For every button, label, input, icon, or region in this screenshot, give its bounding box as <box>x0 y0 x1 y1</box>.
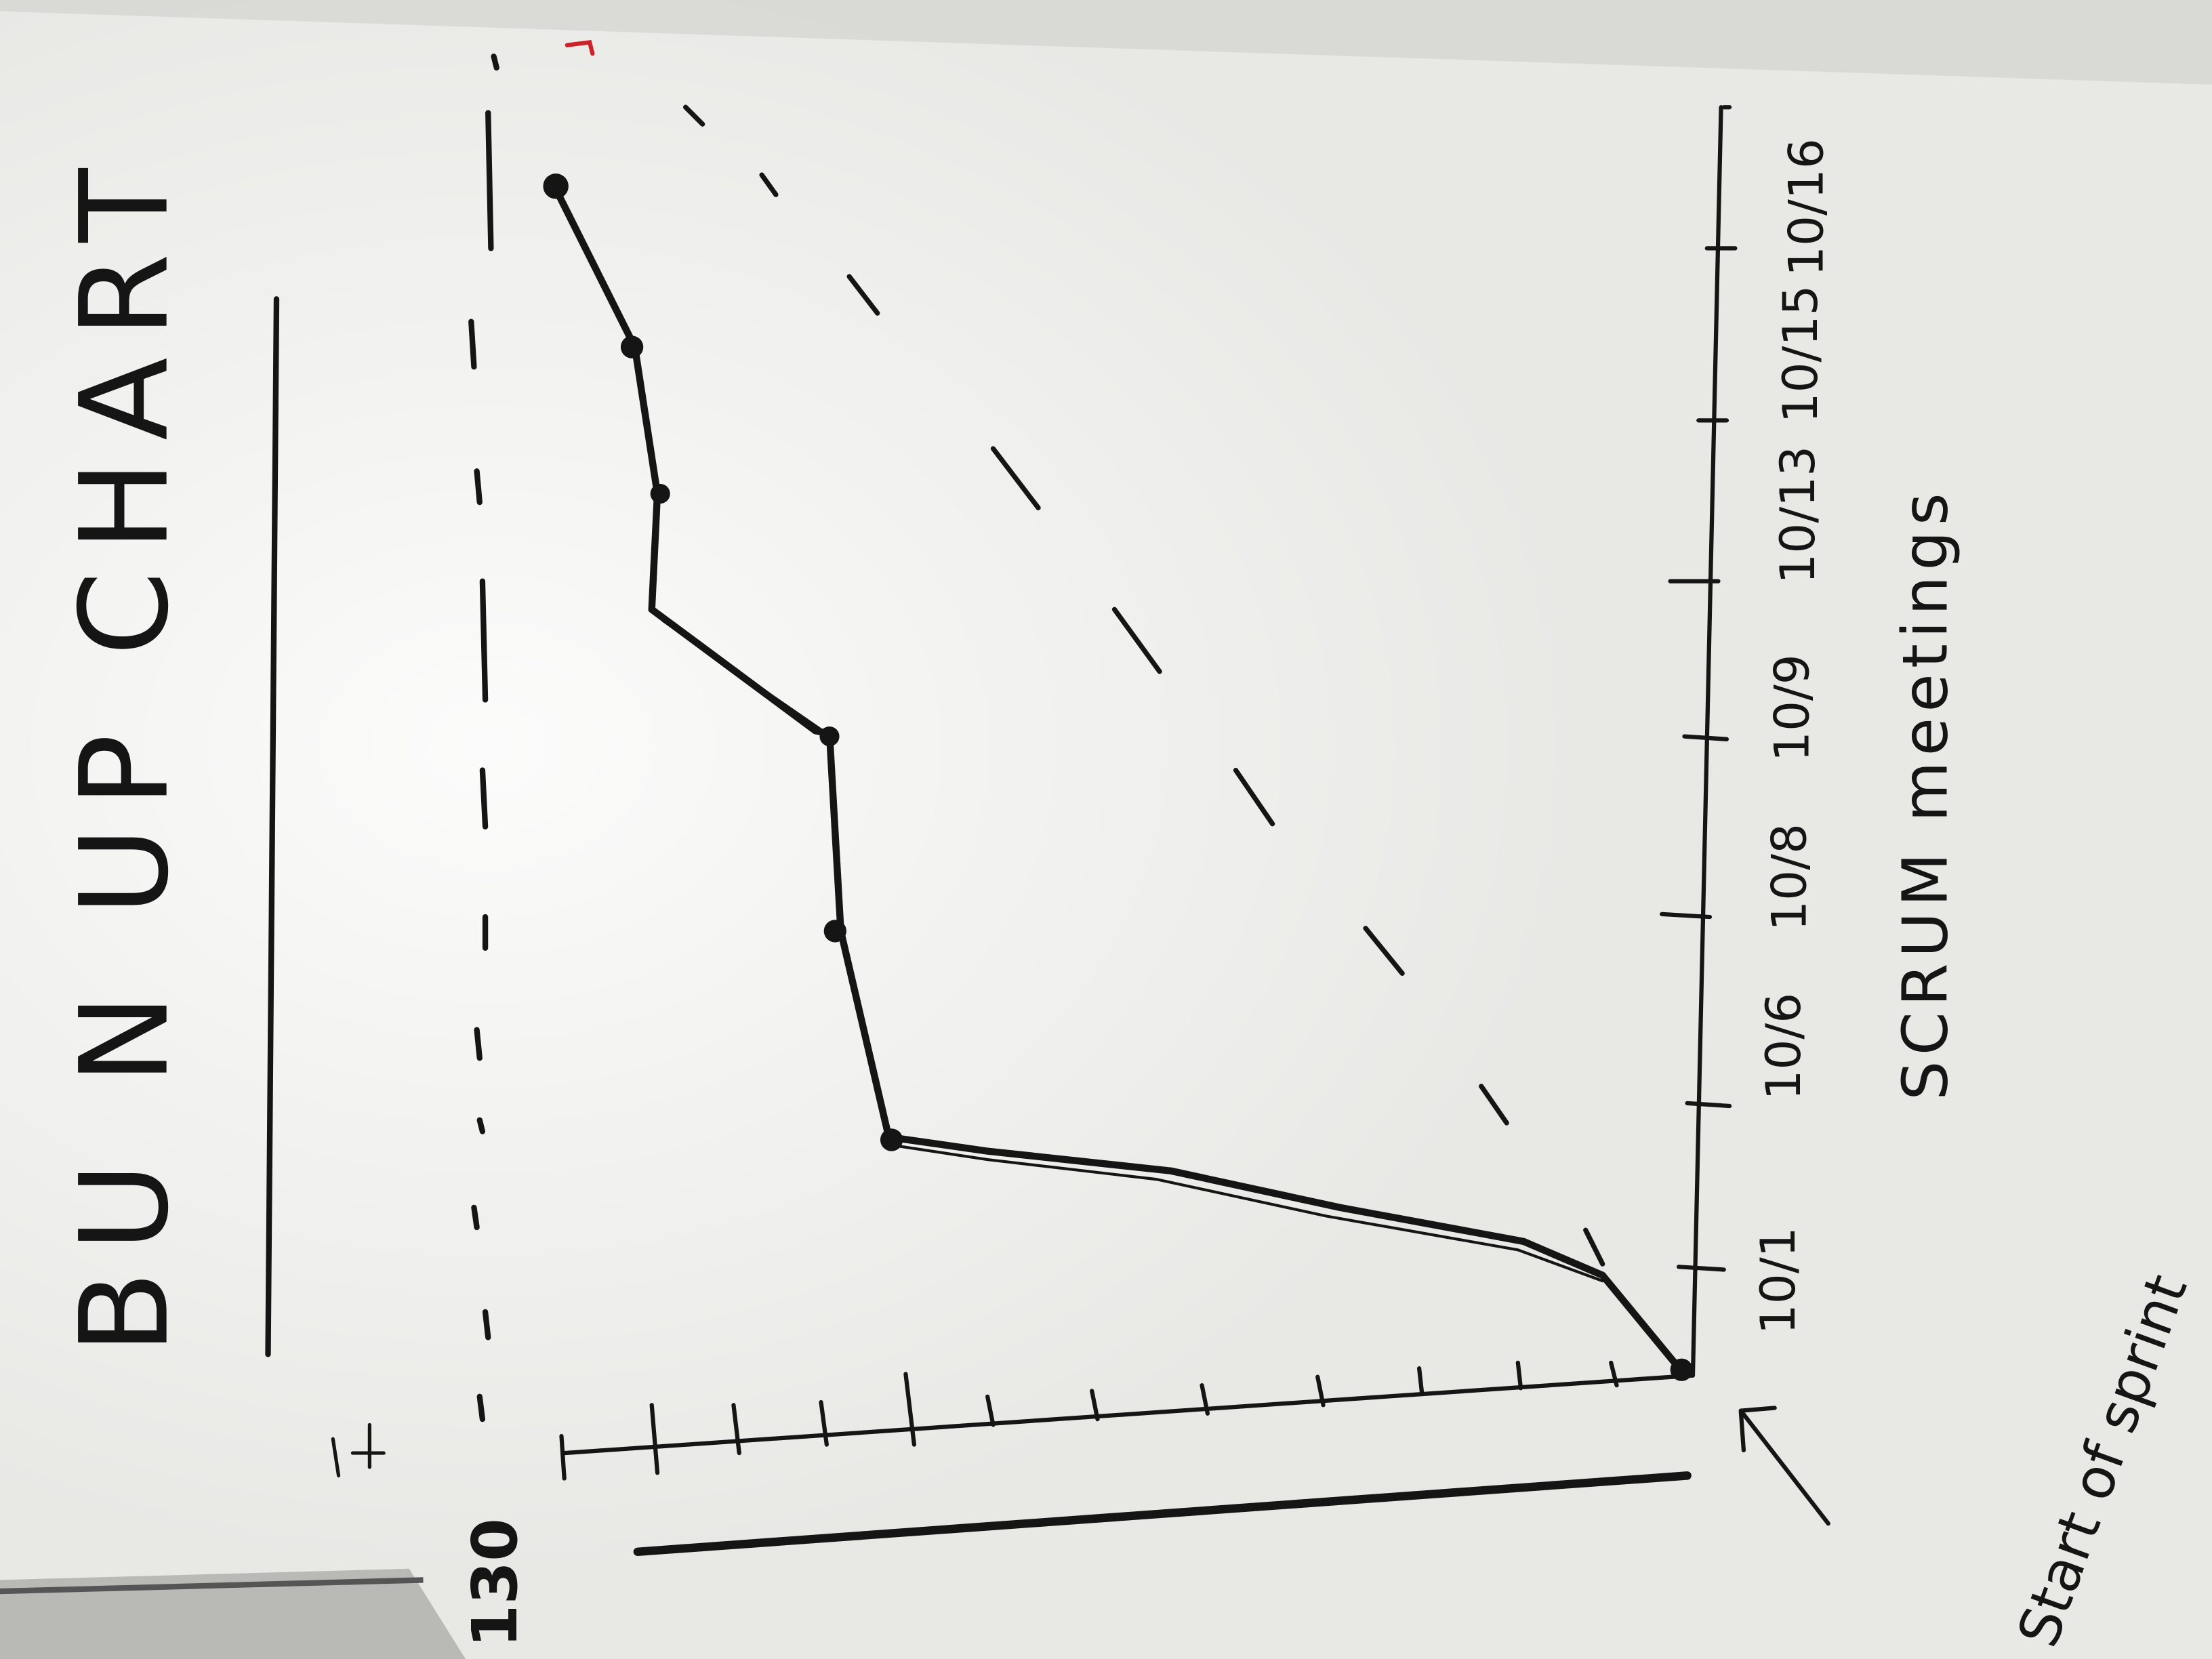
red-marker-mark <box>565 40 595 56</box>
data-point <box>650 484 670 504</box>
x-tick-label: 10/16 <box>1778 138 1834 276</box>
y-axis-top-label: 130 <box>459 1518 531 1647</box>
x-tick-label: 10/13 <box>1769 446 1826 584</box>
data-point <box>620 335 644 359</box>
x-axis-ticks <box>1660 105 1738 1272</box>
burnup-progress-line <box>552 185 1685 1375</box>
scope-dashed-line <box>468 54 499 1422</box>
title-underline <box>265 296 280 1357</box>
y-axis <box>562 1373 1696 1456</box>
data-point <box>823 920 846 943</box>
data-point <box>819 726 840 747</box>
x-tick-label: 10/9 <box>1764 654 1820 762</box>
x-axis <box>1690 105 1723 1378</box>
x-tick-label: 10/1 <box>1750 1227 1806 1334</box>
y-axis-ticks <box>559 1360 1619 1481</box>
data-point <box>543 173 569 199</box>
board-frame-edge <box>0 1568 466 1659</box>
data-point <box>880 1128 903 1151</box>
upper-shadow <box>0 0 2212 85</box>
start-arrow <box>1738 1406 1830 1526</box>
x-tick-label: 10/8 <box>1761 823 1817 931</box>
bottom-left-dark-stroke <box>633 1471 1692 1557</box>
chart-title: BU N UP CHART <box>55 148 196 1354</box>
x-tick-label: 10/6 <box>1755 993 1811 1101</box>
x-tick-label: 10/15 <box>1772 285 1828 424</box>
data-point <box>1670 1358 1693 1381</box>
x-axis-label: SCRUM meetings <box>1889 487 1962 1101</box>
burnup-progress-line-double <box>661 619 1604 1283</box>
board-frame-line <box>0 1577 424 1595</box>
x-tick-labels: 10/1 10/6 10/8 10/9 10/13 10/15 10/16 <box>1750 138 1835 1334</box>
ideal-trend-dashed-line <box>683 104 1605 1267</box>
burnup-data-points <box>543 173 1693 1381</box>
small-rr-mark <box>331 1422 386 1477</box>
